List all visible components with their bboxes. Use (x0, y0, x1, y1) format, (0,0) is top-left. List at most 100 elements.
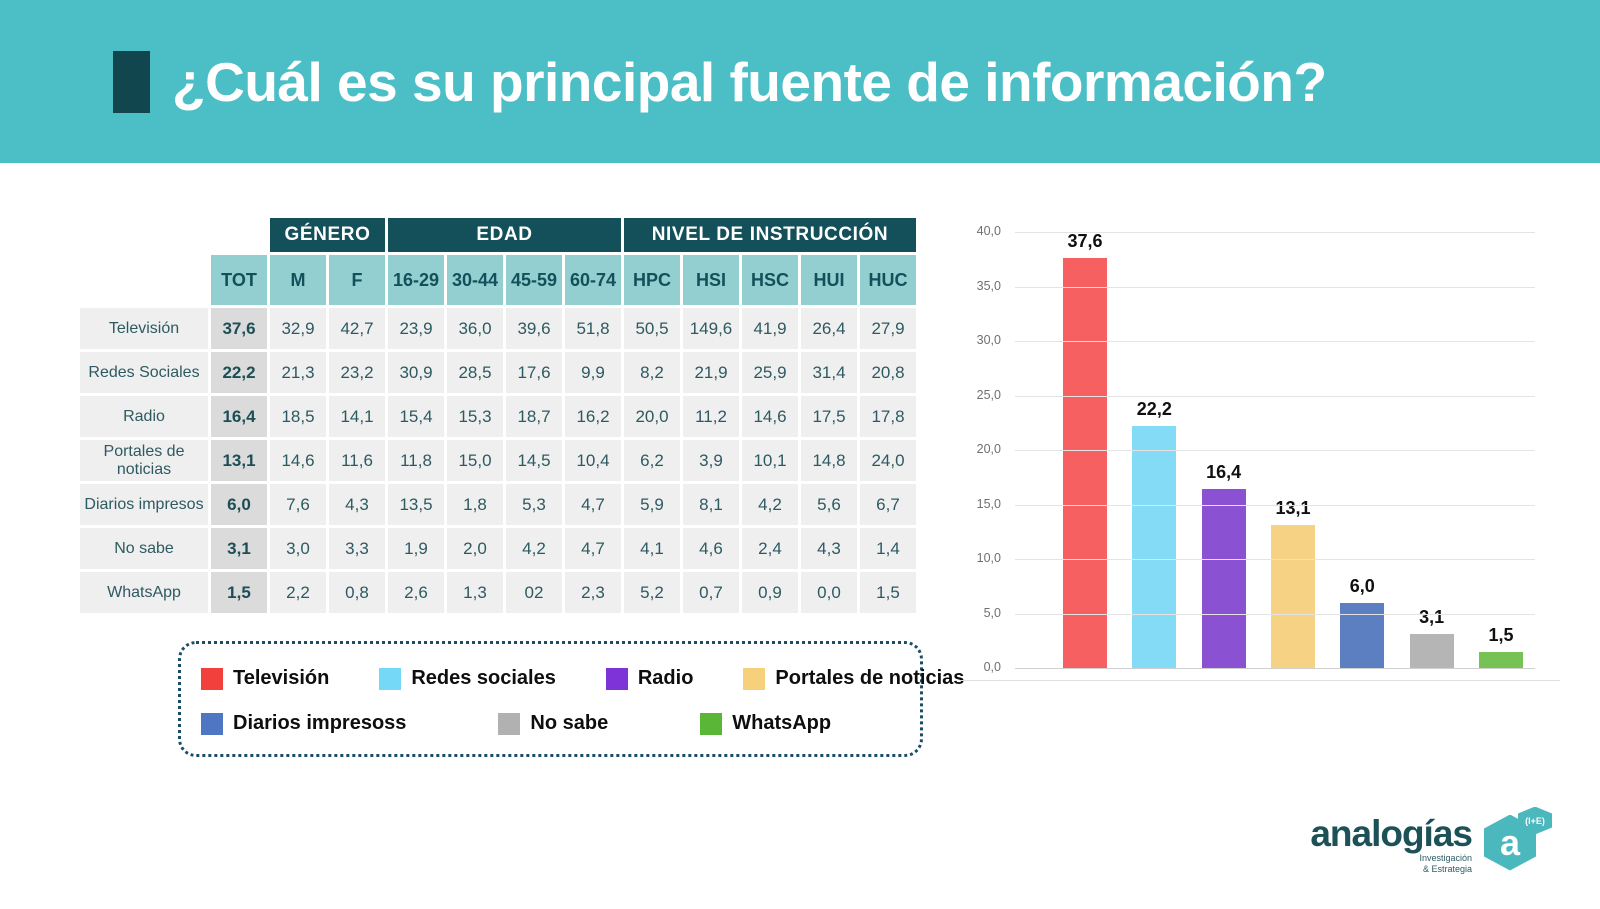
table-column-header: 30-44 (447, 255, 503, 305)
table-column-header: HSC (742, 255, 798, 305)
table-row-label: WhatsApp (80, 572, 208, 613)
table-cell: 23,2 (329, 352, 385, 393)
table-cell: 15,4 (388, 396, 444, 437)
y-axis-tick-label: 35,0 (976, 278, 1001, 293)
logo-tagline: Investigación & Estrategia (1419, 853, 1472, 876)
table-cell: 0,8 (329, 572, 385, 613)
table-cell: 17,8 (860, 396, 916, 437)
table-cell-total: 13,1 (211, 440, 267, 481)
legend-label: No sabe (530, 712, 609, 734)
table-cell-total: 16,4 (211, 396, 267, 437)
table-cell: 4,7 (565, 484, 621, 525)
table-cell: 1,4 (860, 528, 916, 569)
table-cell: 4,2 (506, 528, 562, 569)
table-cell: 16,2 (565, 396, 621, 437)
header-banner: ¿Cuál es su principal fuente de informac… (0, 0, 1600, 163)
table-column-header: 60-74 (565, 255, 621, 305)
legend-swatch-icon (743, 667, 766, 690)
table-cell: 51,8 (565, 308, 621, 349)
legend-swatch-icon (700, 712, 723, 735)
table-cell: 32,9 (270, 308, 326, 349)
table-cell: 18,5 (270, 396, 326, 437)
bars-group: 37,6 22,2 16,4 13,1 6,0 3,1 1,5 (1015, 231, 1535, 668)
legend-label: Redes sociales (411, 667, 556, 689)
table-cell-total: 3,1 (211, 528, 267, 569)
bar-value-label: 16,4 (1206, 462, 1242, 483)
table-cell: 4,3 (329, 484, 385, 525)
table-column-header: 45-59 (506, 255, 562, 305)
table-cell: 6,7 (860, 484, 916, 525)
bar-slot: 16,4 (1201, 462, 1246, 668)
table-cell: 24,0 (860, 440, 916, 481)
table-cell: 17,5 (801, 396, 857, 437)
x-axis-line (960, 680, 1560, 681)
legend-item: Radio (605, 667, 693, 690)
table-column-header: HUI (801, 255, 857, 305)
bar-1 (1063, 258, 1107, 668)
bar-4 (1270, 525, 1315, 668)
bar-slot: 3,1 (1409, 607, 1454, 668)
brand-logo: analogías Investigación & Estrategia a (… (1310, 806, 1552, 876)
gridline (1015, 668, 1535, 669)
table-group-header: EDAD (388, 218, 621, 252)
table-cell: 4,2 (742, 484, 798, 525)
table-cell: 7,6 (270, 484, 326, 525)
table-row-label: No sabe (80, 528, 208, 569)
table-cell: 20,0 (624, 396, 680, 437)
table-cell: 20,8 (860, 352, 916, 393)
table-cell: 5,6 (801, 484, 857, 525)
table-cell: 31,4 (801, 352, 857, 393)
bar-2 (1132, 426, 1177, 668)
table-row-label: Redes Sociales (80, 352, 208, 393)
legend-label: Portales de noticias (775, 667, 965, 689)
legend-swatch-icon (379, 667, 402, 690)
gridline (1015, 395, 1535, 397)
table-cell: 15,3 (447, 396, 503, 437)
table-cell: 21,3 (270, 352, 326, 393)
table-cell: 5,3 (506, 484, 562, 525)
legend-swatch-icon (605, 667, 628, 690)
table-row-label: Televisión (80, 308, 208, 349)
y-axis-tick-label: 10,0 (976, 551, 1001, 565)
gridline (1015, 232, 1535, 233)
bar-3 (1201, 489, 1246, 668)
y-axis-tick-label: 5,0 (983, 605, 1001, 620)
bar-slot: 22,2 (1132, 399, 1177, 668)
table-column-header: F (329, 255, 385, 305)
table-cell: 1,5 (860, 572, 916, 613)
table-cell: 42,7 (329, 308, 385, 349)
legend-label: WhatsApp (732, 712, 832, 734)
table-cell: 23,9 (388, 308, 444, 349)
table-cell: 6,2 (624, 440, 680, 481)
table-cell: 41,9 (742, 308, 798, 349)
table-cell: 2,2 (270, 572, 326, 613)
table-cell: 26,4 (801, 308, 857, 349)
plot-area: 37,6 22,2 16,4 13,1 6,0 3,1 1,5 (1015, 231, 1535, 669)
bar-value-label: 3,1 (1419, 607, 1445, 628)
logo-tagline-line2: & Estrategia (1422, 863, 1472, 874)
table-cell: 2,0 (447, 528, 503, 569)
table-cell: 2,4 (742, 528, 798, 569)
gridline (1015, 504, 1535, 506)
bar-7 (1478, 651, 1523, 668)
legend-label: Diarios impresoss (233, 712, 407, 734)
table-cell: 27,9 (860, 308, 916, 349)
table-cell: 11,6 (329, 440, 385, 481)
table-cell: 14,1 (329, 396, 385, 437)
table-cell: 17,6 (506, 352, 562, 393)
y-axis-tick-label: 30,0 (976, 333, 1001, 347)
table-cell: 4,7 (565, 528, 621, 569)
table-row-label: Portales de noticias (80, 440, 208, 481)
legend-swatch-icon (498, 712, 521, 735)
table-row-label: Radio (80, 396, 208, 437)
table-group-header: NIVEL DE INSTRUCCIÓN (624, 218, 916, 252)
legend-swatch-icon (201, 667, 223, 690)
table-cell: 1,9 (388, 528, 444, 569)
table-cell: 30,9 (388, 352, 444, 393)
bar-chart: 0,0 5,0 10,0 15,0 20,0 25,0 30,0 35,0 40,0 37,6 2… (960, 210, 1560, 690)
bar-value-label: 1,5 (1488, 624, 1514, 645)
table-cell: 14,5 (506, 440, 562, 481)
table-cell: 0,9 (742, 572, 798, 613)
bar-5 (1340, 602, 1385, 668)
